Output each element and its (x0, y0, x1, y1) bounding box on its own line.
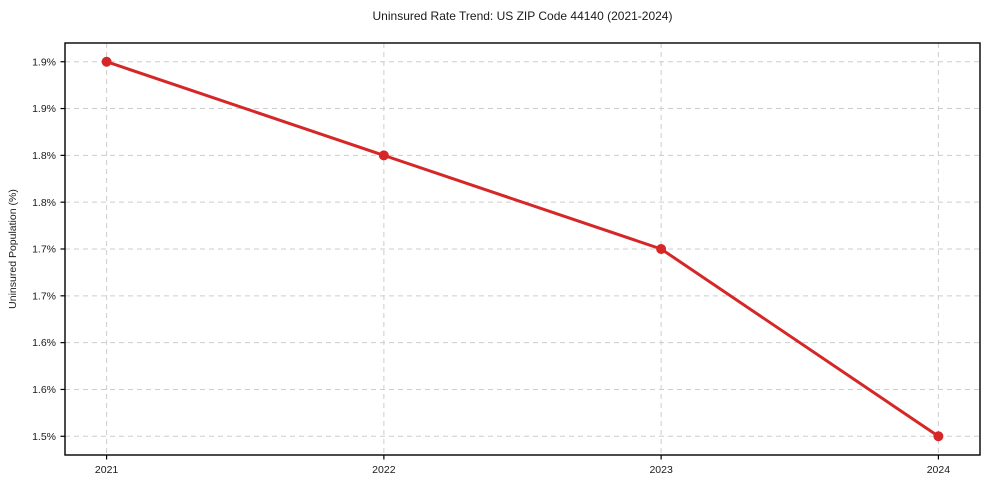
y-tick-label: 1.7% (32, 244, 56, 256)
x-tick-label: 2023 (649, 464, 673, 476)
y-tick-label: 1.8% (32, 197, 56, 209)
x-tick-label: 2021 (95, 464, 119, 476)
data-point (101, 56, 112, 67)
plot-frame (64, 42, 981, 456)
y-tick-label: 1.6% (32, 337, 56, 349)
data-point (378, 150, 389, 161)
y-tick-label: 1.5% (32, 431, 56, 443)
x-tick-label: 2022 (372, 464, 396, 476)
chart-title: Uninsured Rate Trend: US ZIP Code 44140 … (372, 9, 673, 23)
y-tick-label: 1.7% (32, 290, 56, 302)
data-point (933, 431, 944, 442)
y-tick-label: 1.8% (32, 150, 56, 162)
trend-line (105, 60, 940, 438)
y-tick-label: 1.9% (32, 103, 56, 115)
y-tick-label: 1.9% (32, 56, 56, 68)
x-tick-label: 2024 (927, 464, 951, 476)
y-tick-label: 1.6% (32, 384, 56, 396)
data-point (656, 244, 667, 254)
